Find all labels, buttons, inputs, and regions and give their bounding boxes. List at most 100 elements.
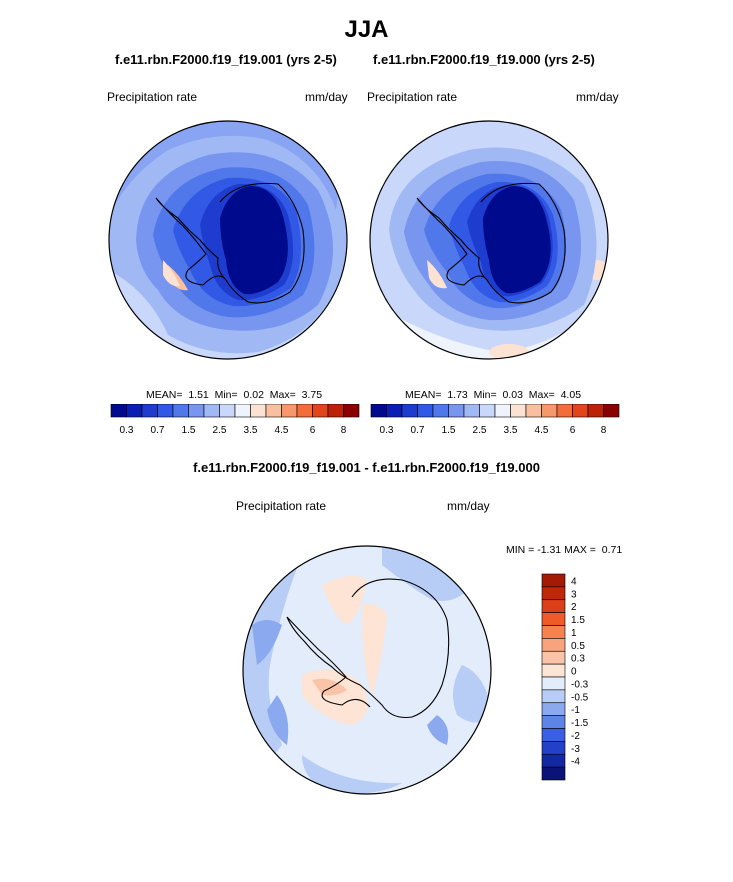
diff-colorbar-tick-label: 4 xyxy=(571,576,577,587)
diff-colorbar-tick-label: 0.5 xyxy=(571,641,585,652)
panel2-colorbar-swatch xyxy=(494,404,511,418)
panel2-colorbar-tick-label: 0.7 xyxy=(411,425,425,436)
panel1-colorbar-swatch xyxy=(203,404,220,418)
panel1-mean-value: 1.51 xyxy=(188,389,209,401)
diff-colorbar-swatch xyxy=(541,625,566,639)
diff-colorbar-tick-label: 2 xyxy=(571,602,577,613)
panel2-colorbar-swatch xyxy=(463,404,480,418)
diff-colorbar-tick-label: 1 xyxy=(571,628,577,639)
panel1-title: f.e11.rbn.F2000.f19_f19.001 (yrs 2-5) xyxy=(115,52,337,67)
diff-colorbar-swatch xyxy=(541,766,566,781)
panel1-colorbar-swatch xyxy=(265,404,282,418)
panel1-colorbar-swatch xyxy=(126,404,143,418)
diff-units-label: mm/day xyxy=(447,499,490,513)
panel2-colorbar-swatch xyxy=(572,404,589,418)
panel1-colorbar-tick-label: 8 xyxy=(341,425,347,436)
panel2-mean-label: MEAN= xyxy=(405,389,442,401)
diff-positive-patch-north xyxy=(322,576,367,625)
diff-variable-label: Precipitation rate xyxy=(236,499,327,513)
panel2-peninsula-max xyxy=(427,260,447,289)
panel1-colorbar-tick-label: 0.7 xyxy=(151,425,165,436)
diff-panel-title: f.e11.rbn.F2000.f19_f19.001 - f.e11.rbn.… xyxy=(193,460,540,475)
panel1-peninsula-max xyxy=(168,265,188,291)
panel1-colorbar-swatch xyxy=(296,404,313,418)
diff-colorbar-tick-label: 3 xyxy=(571,589,577,600)
panel2-min-label: Min= xyxy=(473,389,497,401)
panel1-colorbar-swatch xyxy=(281,404,298,418)
diff-colorbar-tick-label: -3 xyxy=(571,744,580,755)
panel1-colorbar-swatch xyxy=(157,404,174,418)
panel2-max-label: Max= xyxy=(528,389,555,401)
diff-colorbar-swatch xyxy=(541,650,566,665)
diff-colorbar-tick-label: -2 xyxy=(571,731,580,742)
panel2-min-value: 0.03 xyxy=(502,389,523,401)
panel1-coastline xyxy=(155,182,305,304)
diff-colorbar-swatch xyxy=(541,715,566,729)
panel1-colorbar-swatch xyxy=(219,404,236,418)
panel2-colorbar-swatch xyxy=(541,404,558,418)
panel1-colorbar-swatch xyxy=(141,404,158,418)
panel1-continent-min xyxy=(220,186,288,295)
panel2-colorbar-tick-label: 0.3 xyxy=(380,425,394,436)
diff-colorbar-tick-label: 1.5 xyxy=(571,615,585,626)
panel2-colorbar-swatch xyxy=(370,404,387,418)
panel2-variable-label: Precipitation rate xyxy=(367,90,458,104)
panel1-colorbar-tick-label: 6 xyxy=(310,425,316,436)
diff-stats: MIN = -1.31 MAX = 0.71 xyxy=(506,544,622,556)
panel2-title: f.e11.rbn.F2000.f19_f19.000 (yrs 2-5) xyxy=(373,52,595,67)
panel1-max-label: Max= xyxy=(269,389,296,401)
panel1-max-value: 3.75 xyxy=(301,389,323,401)
diff-colorbar-tick-label: 0.3 xyxy=(571,654,585,665)
panel1-colorbar-tick-label: 3.5 xyxy=(244,425,258,436)
panel2-colorbar-swatch xyxy=(556,404,573,418)
diff-colorbar-tick-label: -1 xyxy=(571,705,580,716)
diff-colorbar-swatch xyxy=(541,638,566,652)
diff-colorbar-tick-label: 0 xyxy=(571,667,577,678)
panel1-outer-light-band xyxy=(109,270,347,359)
diff-map xyxy=(242,545,492,795)
figure-title: JJA xyxy=(344,16,389,43)
panel2-colorbar-swatch xyxy=(479,404,496,418)
panel1-colorbar-tick-label: 0.3 xyxy=(120,425,134,436)
diff-colorbar-swatch xyxy=(541,663,566,678)
diff-colorbar-swatch xyxy=(541,573,566,588)
panel2-colorbar-swatch xyxy=(448,404,465,418)
panel1-units-label: mm/day xyxy=(305,90,348,104)
panel1-colorbar-swatch xyxy=(343,404,360,418)
panel2-max-value: 4.05 xyxy=(560,389,582,401)
panel2-colorbar: 0.3 0.7 1.5 2.5 3.5 4.5 6 8 xyxy=(370,404,620,436)
panel1-min-label: Min= xyxy=(214,389,238,401)
panel2-colorbar-swatch xyxy=(386,404,403,418)
panel2-colorbar-swatch xyxy=(603,404,620,418)
panel2-colorbar-swatch xyxy=(432,404,449,418)
diff-colorbar-swatch xyxy=(541,599,566,613)
panel2-colorbar-tick-label: 2.5 xyxy=(473,425,487,436)
diff-colorbar-swatch xyxy=(541,728,566,742)
diff-min-label: MIN = xyxy=(506,544,535,556)
panel1-colorbar-tick-label: 4.5 xyxy=(275,425,289,436)
diff-colorbar: 4 3 2 1.5 1 0.5 0.3 0-0.3 -0.5 -1 -1.5 -2 -3 -4 xyxy=(541,573,589,781)
panel1-mean-label: MEAN= xyxy=(146,389,183,401)
panel2-colorbar-swatch xyxy=(525,404,542,418)
panel1-colorbar-swatch xyxy=(234,404,251,418)
diff-colorbar-swatch xyxy=(541,741,566,755)
panel2-units-label: mm/day xyxy=(576,90,619,104)
panel1-variable-label: Precipitation rate xyxy=(107,90,198,104)
diff-colorbar-tick-label: -1.5 xyxy=(571,718,589,729)
diff-colorbar-swatch xyxy=(541,612,566,626)
panel2-colorbar-swatch xyxy=(510,404,527,418)
panel2-colorbar-tick-label: 8 xyxy=(601,425,607,436)
diff-colorbar-tick-label: -4 xyxy=(571,757,580,768)
diff-coastline xyxy=(286,578,450,719)
panel1-colorbar-swatch xyxy=(172,404,189,418)
panel2-continent-min xyxy=(483,186,551,294)
panel1-colorbar-swatch xyxy=(312,404,329,418)
panel1-min-value: 0.02 xyxy=(243,389,264,401)
panel2-colorbar-tick-label: 1.5 xyxy=(442,425,456,436)
panel2-colorbar-swatch xyxy=(417,404,434,418)
panel1-map xyxy=(108,120,348,360)
panel2-colorbar-tick-label: 6 xyxy=(570,425,576,436)
panel1-colorbar-swatch xyxy=(188,404,205,418)
panel1-colorbar-swatch xyxy=(327,404,344,418)
diff-colorbar-swatch xyxy=(541,586,566,601)
